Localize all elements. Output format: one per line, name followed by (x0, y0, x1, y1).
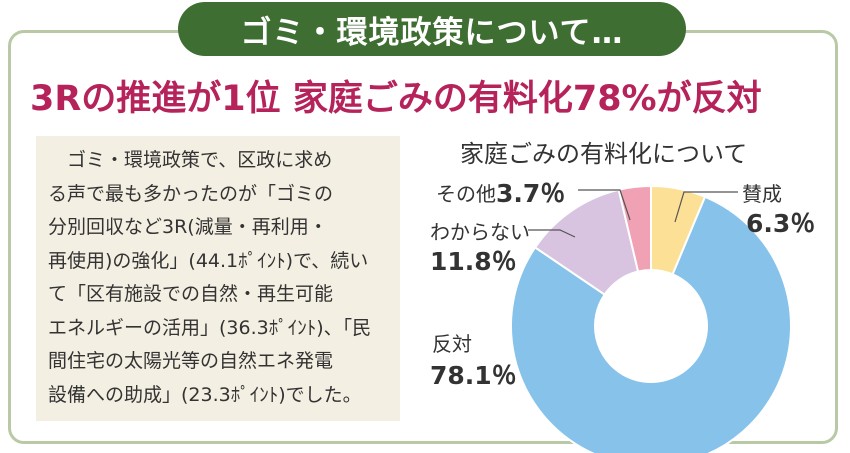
summary-line: て「区有施設での自然・再生可能 (48, 283, 334, 305)
slice-oppose (510, 195, 792, 453)
headline: 3Rの推進が1位 家庭ごみの有料化78%が反対 (30, 79, 762, 119)
label-other-name: その他 (436, 182, 496, 206)
summary-line: 設備への助成」(23.3ﾎﾟｲﾝﾄ)でした。 (48, 383, 362, 406)
leader-line-support (674, 191, 738, 223)
leader-line-other (578, 189, 631, 221)
summary-line: 分別回収など3R(減量・再利用・ (48, 216, 328, 238)
label-other-value: 3.7％ (496, 179, 566, 208)
summary-line: エネルギーの活用」(36.3ﾎﾟｲﾝﾄ)、「民 (48, 316, 372, 339)
slice-other (617, 184, 652, 273)
label-unknown-value: 11.8％ (430, 247, 517, 276)
label-oppose-value: 78.1％ (430, 361, 517, 390)
label-unknown-name: わからない (430, 220, 530, 244)
leader-line-unknown (528, 229, 576, 238)
chart-title: 家庭ごみの有料化について (460, 140, 748, 168)
summary-line: る声で最も多かったのが「ゴミの (48, 182, 334, 205)
label-support-value: 6.3％ (746, 209, 816, 238)
label-support-name: 賛成 (742, 182, 782, 206)
summary-line: 間住宅の太陽光等の自然エネ発電 (48, 350, 334, 372)
summary-line: ゴミ・環境政策で、区政に求め (48, 149, 333, 171)
banner-title: ゴミ・環境政策について… (178, 2, 686, 56)
summary-line: 再使用)の強化」(44.1ﾎﾟｲﾝﾄ)で、続い (48, 249, 369, 272)
label-oppose-name: 反対 (432, 332, 472, 356)
summary-text: ゴミ・環境政策で、区政に求め る声で最も多かったのが「ゴミの 分別回収など3R(… (48, 144, 392, 412)
summary-box (36, 136, 400, 421)
